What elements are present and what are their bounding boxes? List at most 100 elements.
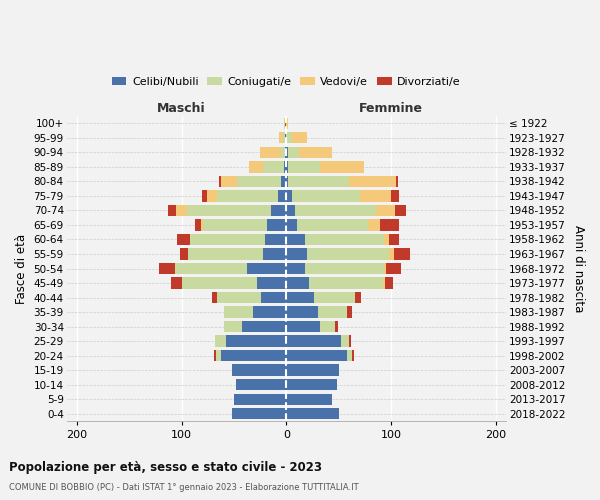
Bar [237,176,281,187]
Bar [224,306,253,318]
Bar [253,306,286,318]
Bar [188,248,263,260]
Bar [286,132,292,143]
Text: Maschi: Maschi [157,102,206,114]
Bar [352,350,355,362]
Bar [383,278,385,288]
Bar [286,118,289,129]
Bar [389,234,400,245]
Bar [286,278,310,288]
Bar [247,263,286,274]
Bar [257,278,286,288]
Bar [285,132,286,143]
Bar [320,161,364,172]
Text: Femmine: Femmine [359,102,423,114]
Bar [214,350,216,362]
Text: Popolazione per età, sesso e stato civile - 2023: Popolazione per età, sesso e stato civil… [9,461,322,474]
Bar [260,146,281,158]
Bar [220,176,221,187]
Bar [261,292,286,303]
Bar [226,336,286,347]
Bar [281,146,285,158]
Bar [216,350,221,362]
Bar [265,234,286,245]
Bar [221,176,237,187]
Bar [335,321,338,332]
Bar [224,321,242,332]
Bar [283,132,285,143]
Bar [286,176,289,187]
Bar [202,190,207,202]
Bar [286,190,292,202]
Bar [190,234,265,245]
Bar [279,132,283,143]
Bar [355,292,361,303]
Bar [286,263,305,274]
Bar [158,263,175,274]
Bar [376,205,395,216]
Bar [232,364,286,376]
Bar [391,190,400,202]
Bar [349,336,351,347]
Bar [217,292,261,303]
Bar [286,408,338,420]
Bar [179,248,188,260]
Bar [286,292,314,303]
Bar [297,220,368,230]
Bar [203,220,268,230]
Bar [292,190,359,202]
Bar [292,132,307,143]
Bar [347,306,352,318]
Bar [386,263,401,274]
Bar [234,394,286,405]
Bar [278,190,286,202]
Bar [314,292,355,303]
Bar [305,234,383,245]
Bar [286,394,332,405]
Bar [168,205,176,216]
Bar [299,146,332,158]
Bar [341,336,349,347]
Bar [286,205,295,216]
Bar [396,176,398,187]
Bar [285,146,286,158]
Bar [286,379,337,390]
Bar [286,161,289,172]
Bar [286,220,297,230]
Legend: Celibi/Nubili, Coniugati/e, Vedovi/e, Divorziati/e: Celibi/Nubili, Coniugati/e, Vedovi/e, Di… [107,73,465,92]
Bar [248,161,263,172]
Bar [289,146,299,158]
Bar [286,146,289,158]
Bar [310,278,383,288]
Bar [242,321,286,332]
Bar [178,234,190,245]
Bar [289,176,349,187]
Y-axis label: Fasce di età: Fasce di età [15,234,28,304]
Bar [349,176,396,187]
Bar [284,161,286,172]
Bar [200,220,203,230]
Bar [289,161,320,172]
Bar [182,278,257,288]
Bar [383,263,386,274]
Bar [307,248,389,260]
Bar [217,190,278,202]
Bar [236,379,286,390]
Bar [347,350,352,362]
Bar [286,350,347,362]
Bar [284,118,285,129]
Text: COMUNE DI BOBBIO (PC) - Dati ISTAT 1° gennaio 2023 - Elaborazione TUTTITALIA.IT: COMUNE DI BOBBIO (PC) - Dati ISTAT 1° ge… [9,484,359,492]
Bar [286,321,320,332]
Bar [395,205,406,216]
Bar [176,205,187,216]
Bar [359,190,391,202]
Bar [175,263,247,274]
Bar [286,306,317,318]
Bar [383,234,389,245]
Bar [368,220,380,230]
Bar [389,248,394,260]
Bar [195,220,200,230]
Bar [263,248,286,260]
Bar [221,350,286,362]
Bar [295,205,376,216]
